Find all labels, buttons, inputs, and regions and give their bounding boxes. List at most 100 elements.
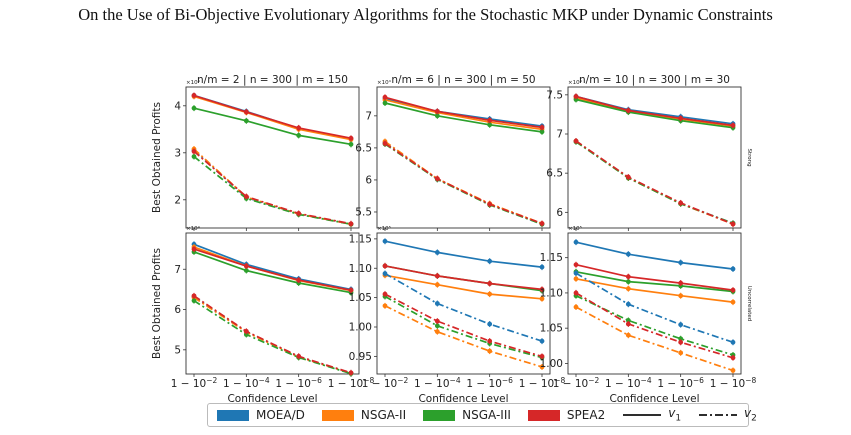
series-line-nsgaii-v1 <box>575 277 734 303</box>
data-point-spea2-v2 <box>730 355 736 361</box>
chart-legend: MOEA/D NSGA-II NSGA-III SPEA2 v1 v2 <box>207 403 757 427</box>
panel-frame <box>567 86 742 229</box>
data-point-spea2-v2 <box>678 339 684 345</box>
series-line-spea2-v1 <box>193 248 352 292</box>
data-point-spea2-v1 <box>382 94 388 100</box>
series-line-spea2-v2 <box>193 295 352 374</box>
x-axis-label: Confidence Level <box>609 393 699 405</box>
x-tick-label: 1 − 10−2 <box>362 376 409 390</box>
data-point-spea2-v1 <box>678 280 684 286</box>
x-tick-exponent: −6 <box>311 376 322 385</box>
legend-label-moead: MOEA/D <box>256 408 305 422</box>
data-point-moead-v1 <box>539 264 545 270</box>
series-line-spea2-v2 <box>193 150 352 225</box>
data-point-moead-v1 <box>434 249 440 255</box>
legend-v1-symbol: v <box>668 406 676 421</box>
series-line-nsgaiii-v1 <box>193 251 352 294</box>
x-tick-label: 1 − 10−2 <box>171 376 218 390</box>
legend-v2-symbol: v <box>744 406 752 421</box>
series-line-moead-v2 <box>384 272 543 342</box>
x-tick-label: 1 − 10−4 <box>223 376 270 390</box>
x-tick-exponent: −4 <box>259 376 270 385</box>
legend-item-v1: v1 <box>622 406 681 424</box>
data-point-spea2-v2 <box>539 353 545 359</box>
panel-title: n/m = 6 | n = 300 | m = 50 <box>391 74 535 86</box>
data-point-spea2-v2 <box>382 141 388 146</box>
data-point-moead-v1 <box>625 251 631 257</box>
panel-0-2: n/m = 10 | n = 300 | m = 30×10⁴ 6 6.5 7 7.5 S… <box>546 74 752 231</box>
legend-swatch-moead <box>217 409 249 421</box>
data-point-spea2-v1 <box>625 274 631 280</box>
data-point-nsgaii-v1 <box>539 296 545 302</box>
x-tick-label: 1 − 10−6 <box>657 376 704 390</box>
data-point-spea2-v2 <box>678 200 684 206</box>
axis-multiplier: ×10⁵ <box>377 225 391 232</box>
data-point-nsgaii-v1 <box>573 276 579 282</box>
data-point-spea2-v2 <box>539 221 545 226</box>
panel-0-1: n/m = 6 | n = 300 | m = 50×10⁴ 5.5 6 6.5 7 <box>355 74 551 231</box>
x-tick-base: 1 − 10 <box>223 378 259 390</box>
legend-item-moead: MOEA/D <box>217 408 305 422</box>
y-tick-label: 6 <box>174 304 181 316</box>
x-tick-base: 1 − 10 <box>328 378 364 390</box>
data-point-spea2-v1 <box>678 115 684 121</box>
legend-swatch-nsga3 <box>423 409 456 421</box>
data-point-spea2-v2 <box>434 318 440 324</box>
y-tick-label: 1.05 <box>540 323 563 335</box>
data-point-nsgaii-v2 <box>434 329 440 335</box>
legend-v2-subscript: 2 <box>751 413 757 424</box>
data-point-spea2-v2 <box>487 338 493 344</box>
series-line-moead-v1 <box>384 240 543 268</box>
y-tick-label: 5.5 <box>355 206 372 218</box>
data-point-spea2-v1 <box>539 287 545 292</box>
panel-1-2: ×10⁵ 1.00 1.05 1.10 1.15 Uncorrelated Confiden… <box>540 225 752 405</box>
data-point-spea2-v2 <box>243 328 249 334</box>
data-point-nsgaii-v2 <box>487 348 493 354</box>
legend-swatch-nsga2 <box>321 409 354 421</box>
data-point-nsgaii-v1 <box>678 293 684 299</box>
x-tick-label: 1 − 10−8 <box>328 376 375 390</box>
y-tick-label: 0.95 <box>349 351 372 363</box>
row-label: Uncorrelated <box>746 286 752 322</box>
x-tick-base: 1 − 10 <box>657 378 693 390</box>
data-point-nsgaiii-v1 <box>434 113 440 119</box>
legend-label-v2: v2 <box>744 406 757 423</box>
y-tick-label: 6.5 <box>355 142 372 154</box>
series-line-spea2-v2 <box>575 140 734 225</box>
row-label: Strong <box>746 148 752 166</box>
data-point-nsgaiii-v2 <box>678 336 684 342</box>
data-point-moead-v1 <box>573 239 579 245</box>
series-line-moead-v1 <box>193 243 352 291</box>
y-tick-label: 1.15 <box>540 252 563 264</box>
data-point-spea2-v2 <box>625 174 631 180</box>
x-axis-label: Confidence Level <box>418 393 508 405</box>
data-point-moead-v1 <box>382 238 388 244</box>
series-line-spea2-v2 <box>384 293 543 358</box>
data-point-moead-v2 <box>625 301 631 307</box>
series-line-nsgaiii-v2 <box>193 299 352 375</box>
data-point-spea2-v2 <box>191 148 197 154</box>
data-point-spea2-v1 <box>573 94 579 99</box>
y-tick-label: 1.05 <box>349 292 372 304</box>
data-point-nsgaii-v1 <box>487 291 493 297</box>
y-tick-label: 1.10 <box>349 263 372 275</box>
x-tick-label: 1 − 10−8 <box>519 376 566 390</box>
data-point-nsgaii-v1 <box>730 299 736 305</box>
data-point-spea2-v2 <box>625 321 631 327</box>
data-point-nsgaiii-v1 <box>539 129 545 135</box>
panel-title: n/m = 2 | n = 300 | m = 150 <box>197 74 348 86</box>
x-tick-label: 1 − 10−6 <box>275 376 322 390</box>
x-tick-base: 1 − 10 <box>466 378 502 390</box>
data-point-spea2-v1 <box>348 287 354 293</box>
series-line-nsgaiii-v1 <box>384 102 543 133</box>
panel-title: n/m = 10 | n = 300 | m = 30 <box>579 74 730 86</box>
x-tick-label: 1 − 10−6 <box>466 376 513 390</box>
data-point-spea2-v2 <box>730 221 736 227</box>
data-point-spea2-v2 <box>487 201 493 207</box>
data-point-spea2-v2 <box>573 290 579 296</box>
y-tick-label: 1.00 <box>349 322 372 334</box>
data-point-moead-v2 <box>539 338 545 344</box>
x-tick-exponent: −4 <box>641 376 652 385</box>
data-point-nsgaii-v2 <box>573 304 579 310</box>
legend-swatch-spea2 <box>527 409 560 421</box>
